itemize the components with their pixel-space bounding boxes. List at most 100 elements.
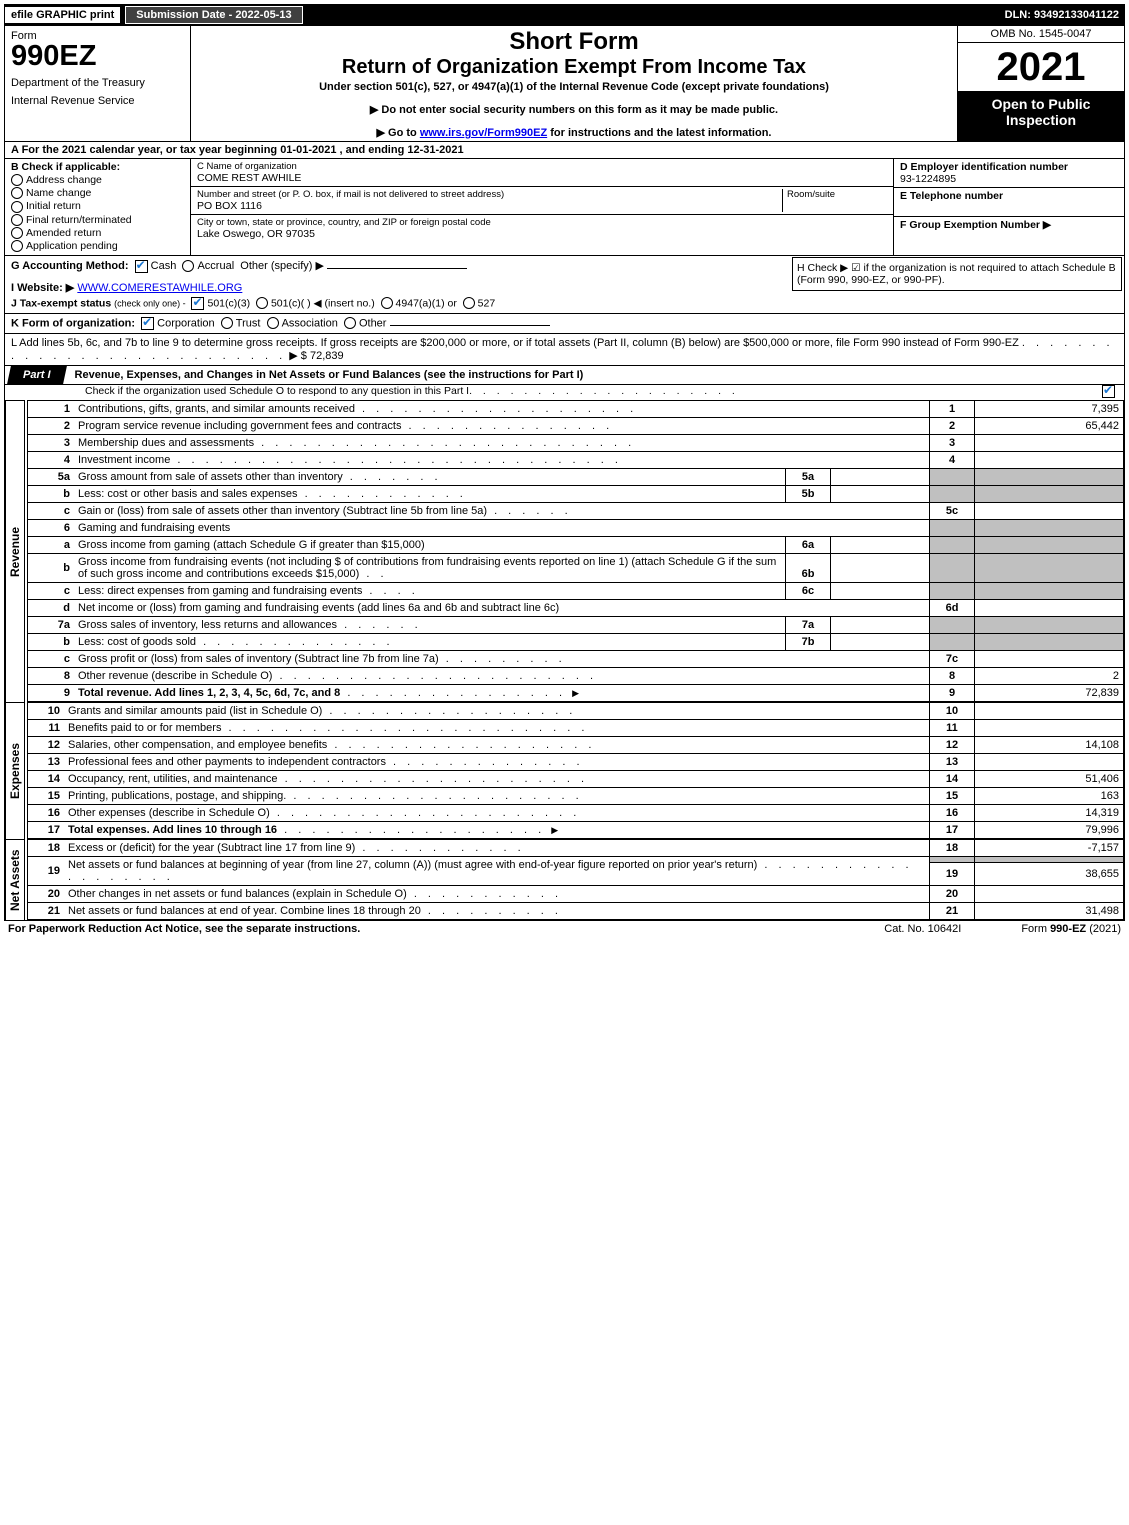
k-line: K Form of organization: Corporation Trus…	[5, 314, 1124, 334]
table-row: 9Total revenue. Add lines 1, 2, 3, 4, 5c…	[28, 684, 1124, 701]
website-link[interactable]: WWW.COMERESTAWHILE.ORG	[77, 282, 242, 294]
footer-left: For Paperwork Reduction Act Notice, see …	[8, 923, 360, 935]
under-section: Under section 501(c), 527, or 4947(a)(1)…	[199, 81, 949, 93]
table-row: 6Gaming and fundraising events	[28, 519, 1124, 536]
section-b-wrapper: B Check if applicable: Address change Na…	[5, 159, 1124, 256]
table-row: bGross income from fundraising events (n…	[28, 553, 1124, 582]
l-line: L Add lines 5b, 6c, and 7b to line 9 to …	[5, 334, 1124, 366]
f-row: F Group Exemption Number ▶	[894, 217, 1124, 233]
return-title: Return of Organization Exempt From Incom…	[199, 56, 949, 79]
table-row: 5aGross amount from sale of assets other…	[28, 468, 1124, 485]
header-center: Short Form Return of Organization Exempt…	[191, 26, 957, 141]
city-label: City or town, state or province, country…	[197, 217, 491, 228]
tax-year: 2021	[958, 43, 1124, 92]
table-row: 18Excess or (deficit) for the year (Subt…	[28, 839, 1124, 856]
goto-link[interactable]: www.irs.gov/Form990EZ	[420, 127, 547, 139]
table-row: dNet income or (loss) from gaming and fu…	[28, 599, 1124, 616]
c-name-row: C Name of organization COME REST AWHILE	[191, 159, 893, 187]
e-label: E Telephone number	[900, 190, 1003, 202]
part1-sub: Check if the organization used Schedule …	[5, 385, 1124, 400]
l-text: L Add lines 5b, 6c, and 7b to line 9 to …	[11, 337, 1019, 349]
column-def: D Employer identification number 93-1224…	[893, 159, 1124, 255]
table-row: 17Total expenses. Add lines 10 through 1…	[28, 821, 1124, 838]
goto-prefix: ▶ Go to	[377, 127, 420, 139]
chk-initial-return[interactable]: Initial return	[11, 200, 184, 212]
l-amount: ▶ $ 72,839	[289, 350, 343, 362]
c-street-row: Number and street (or P. O. box, if mail…	[191, 187, 893, 215]
j-line: J Tax-exempt status (check only one) - 5…	[11, 297, 1118, 310]
c-city-row: City or town, state or province, country…	[191, 215, 893, 242]
i-label: I Website: ▶	[11, 282, 74, 294]
chk-4947[interactable]	[381, 297, 393, 309]
table-row: cLess: direct expenses from gaming and f…	[28, 582, 1124, 599]
dept-treasury: Department of the Treasury	[11, 77, 184, 89]
netassets-section: Net Assets 18Excess or (deficit) for the…	[5, 839, 1124, 920]
expenses-table: 10Grants and similar amounts paid (list …	[27, 702, 1124, 839]
column-c: C Name of organization COME REST AWHILE …	[191, 159, 893, 255]
chk-amended-return[interactable]: Amended return	[11, 227, 184, 239]
chk-corporation[interactable]	[141, 317, 154, 330]
dln-label: DLN: 93492133041122	[1005, 9, 1125, 21]
table-row: 11Benefits paid to or for members . . . …	[28, 719, 1124, 736]
c-label: C Name of organization	[197, 161, 301, 172]
efile-label: efile GRAPHIC print	[4, 6, 121, 24]
h-text: H Check ▶ ☑ if the organization is not r…	[797, 262, 1116, 286]
form-number: 990EZ	[11, 42, 184, 71]
chk-501c3[interactable]	[191, 297, 204, 310]
g-label: G Accounting Method:	[11, 260, 129, 272]
lines-g-j: H Check ▶ ☑ if the organization is not r…	[5, 256, 1124, 314]
omb-number: OMB No. 1545-0047	[958, 26, 1124, 43]
revenue-vlabel: Revenue	[5, 400, 25, 702]
ssn-warning: ▶ Do not enter social security numbers o…	[199, 103, 949, 116]
table-row: 13Professional fees and other payments t…	[28, 753, 1124, 770]
e-row: E Telephone number	[894, 188, 1124, 217]
table-row: 10Grants and similar amounts paid (list …	[28, 702, 1124, 719]
header-right: OMB No. 1545-0047 2021 Open to Public In…	[957, 26, 1124, 141]
chk-trust[interactable]	[221, 317, 233, 329]
netassets-table: 18Excess or (deficit) for the year (Subt…	[27, 839, 1124, 920]
table-row: aGross income from gaming (attach Schedu…	[28, 536, 1124, 553]
k-label: K Form of organization:	[11, 317, 135, 329]
street-value: PO BOX 1116	[197, 200, 782, 212]
chk-application-pending[interactable]: Application pending	[11, 240, 184, 252]
table-row: cGain or (loss) from sale of assets othe…	[28, 502, 1124, 519]
netassets-vlabel: Net Assets	[5, 839, 25, 920]
org-name: COME REST AWHILE	[197, 172, 301, 184]
street-label: Number and street (or P. O. box, if mail…	[197, 189, 782, 200]
column-b: B Check if applicable: Address change Na…	[5, 159, 191, 255]
chk-schedule-o[interactable]	[1102, 385, 1115, 398]
chk-association[interactable]	[267, 317, 279, 329]
form-header: Form 990EZ Department of the Treasury In…	[5, 26, 1124, 142]
d-row: D Employer identification number 93-1224…	[894, 159, 1124, 188]
open-to-public: Open to Public Inspection	[958, 92, 1124, 141]
table-row: 4Investment income . . . . . . . . . . .…	[28, 451, 1124, 468]
chk-address-change[interactable]: Address change	[11, 174, 184, 186]
table-row: 8Other revenue (describe in Schedule O) …	[28, 667, 1124, 684]
revenue-section: Revenue 1Contributions, gifts, grants, a…	[5, 400, 1124, 702]
city-value: Lake Oswego, OR 97035	[197, 228, 491, 240]
chk-other[interactable]	[344, 317, 356, 329]
line-a: A For the 2021 calendar year, or tax yea…	[5, 142, 1124, 159]
part1-title: Revenue, Expenses, and Changes in Net As…	[65, 369, 584, 381]
chk-accrual[interactable]	[182, 260, 194, 272]
table-row: 1Contributions, gifts, grants, and simil…	[28, 400, 1124, 417]
revenue-table: 1Contributions, gifts, grants, and simil…	[27, 400, 1124, 702]
chk-501c[interactable]	[256, 297, 268, 309]
chk-527[interactable]	[463, 297, 475, 309]
chk-final-return[interactable]: Final return/terminated	[11, 214, 184, 226]
chk-cash[interactable]	[135, 260, 148, 273]
header-left: Form 990EZ Department of the Treasury In…	[5, 26, 191, 141]
chk-name-change[interactable]: Name change	[11, 187, 184, 199]
f-label: F Group Exemption Number ▶	[900, 219, 1051, 231]
table-row: 3Membership dues and assessments . . . .…	[28, 434, 1124, 451]
expenses-vlabel: Expenses	[5, 702, 25, 839]
table-row: 7aGross sales of inventory, less returns…	[28, 616, 1124, 633]
h-block: H Check ▶ ☑ if the organization is not r…	[792, 257, 1122, 291]
table-row: bLess: cost of goods sold . . . . . . . …	[28, 633, 1124, 650]
table-row: cGross profit or (loss) from sales of in…	[28, 650, 1124, 667]
room-label: Room/suite	[787, 189, 887, 200]
table-row: 19Net assets or fund balances at beginni…	[28, 856, 1124, 863]
footer-right: Form 990-EZ (2021)	[1021, 923, 1121, 935]
ein-value: 93-1224895	[900, 173, 956, 185]
part1-tab: Part I	[7, 366, 66, 384]
